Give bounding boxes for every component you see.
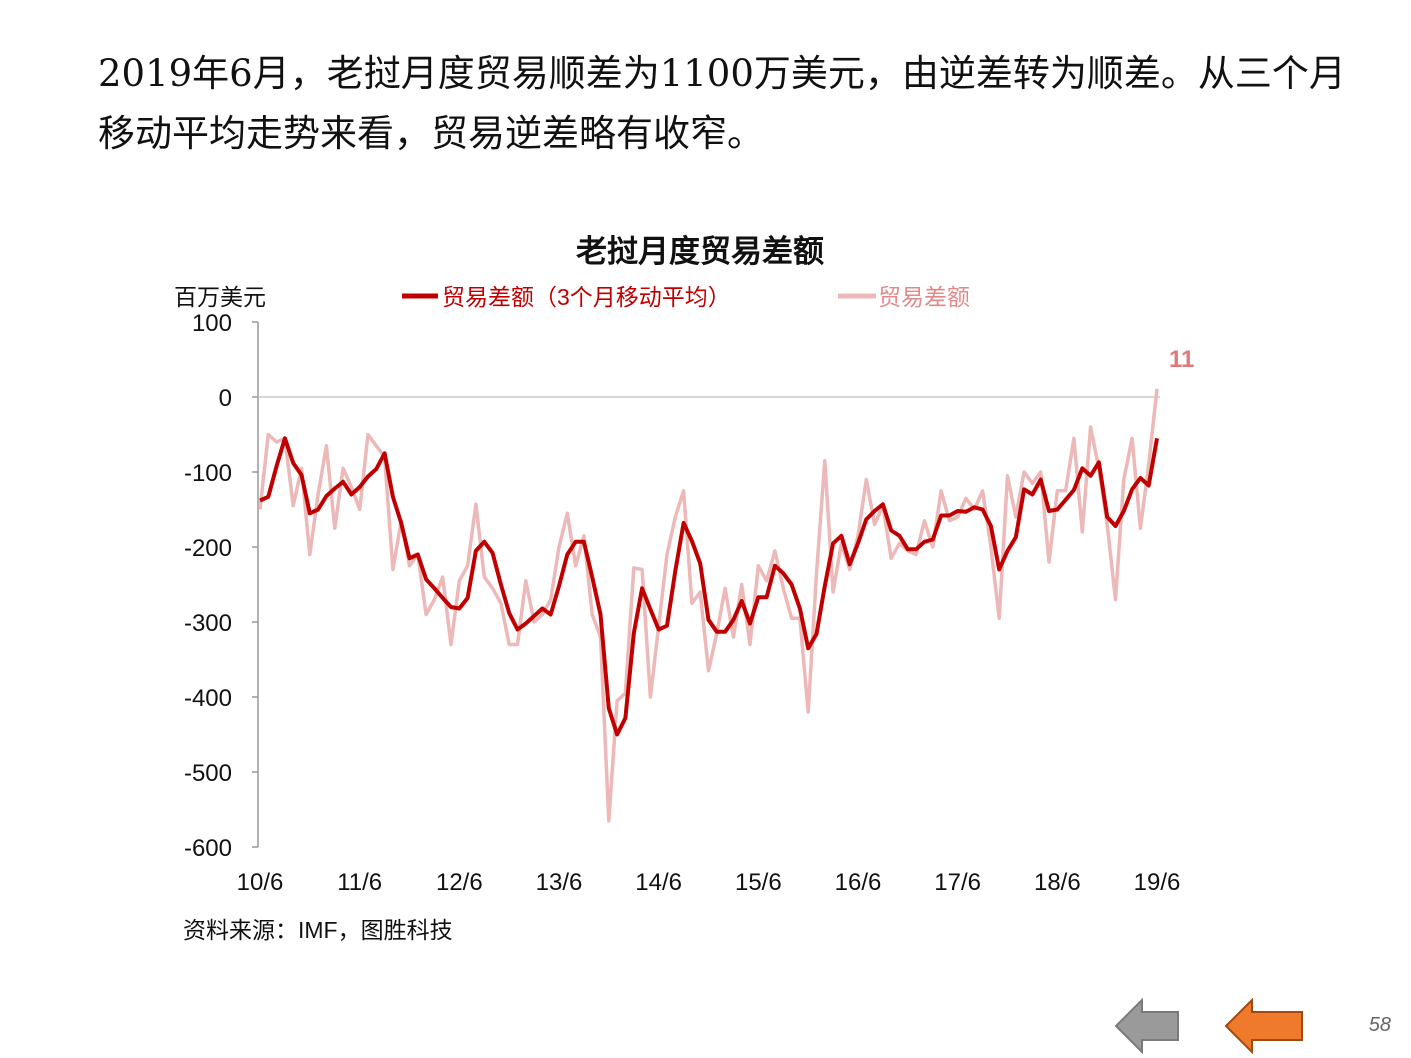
series-line-3m-ma	[259, 436, 1159, 737]
legend: 贸易差额（3个月移动平均） 贸易差额	[402, 284, 970, 310]
legend-label-ma: 贸易差额（3个月移动平均）	[442, 284, 731, 310]
intro-text: 2019年6月，老挝月度贸易顺差为1100万美元，由逆差转为顺差。从三个月移动平…	[98, 52, 1346, 155]
y-tick-label: -400	[184, 685, 232, 712]
x-tick-label: 19/6	[1134, 869, 1181, 896]
gray-left-arrow-icon	[1114, 998, 1179, 1054]
y-tick-label: -300	[184, 610, 232, 637]
page-number: 58	[1368, 1014, 1391, 1036]
y-tick-label: 0	[219, 385, 232, 412]
orange-left-arrow-icon	[1224, 998, 1303, 1054]
y-tick-label: -100	[184, 460, 232, 487]
x-tick-label: 15/6	[735, 869, 782, 896]
source-note: 资料来源：IMF，图胜科技	[183, 917, 453, 943]
x-tick-label: 13/6	[536, 869, 583, 896]
end-value-label: 11	[1169, 346, 1194, 373]
x-tick-label: 11/6	[337, 869, 382, 896]
x-tick-label: 12/6	[436, 869, 483, 896]
x-tick-labels: 10/6 11/6 12/6 13/6 14/6 15/6 16/6 17/6 18/6 19/6	[237, 869, 1181, 896]
axes	[257, 322, 1160, 847]
x-tick-label: 14/6	[635, 869, 682, 896]
x-tick-label: 17/6	[934, 869, 981, 896]
y-tick-label: -600	[184, 835, 232, 862]
y-axis-label: 百万美元	[174, 284, 266, 310]
y-tick-labels: 100 0 -100 -200 -300 -400 -500 -600	[184, 310, 258, 862]
legend-label-monthly: 贸易差额	[878, 284, 970, 310]
chart-title: 老挝月度贸易差额	[576, 234, 824, 270]
y-tick-label: -200	[184, 535, 232, 562]
x-tick-label: 18/6	[1034, 869, 1081, 896]
x-tick-label: 16/6	[835, 869, 882, 896]
x-tick-label: 10/6	[237, 869, 284, 896]
y-tick-label: -500	[184, 760, 232, 787]
y-tick-label: 100	[192, 310, 232, 337]
series-line-monthly	[258, 388, 1159, 823]
